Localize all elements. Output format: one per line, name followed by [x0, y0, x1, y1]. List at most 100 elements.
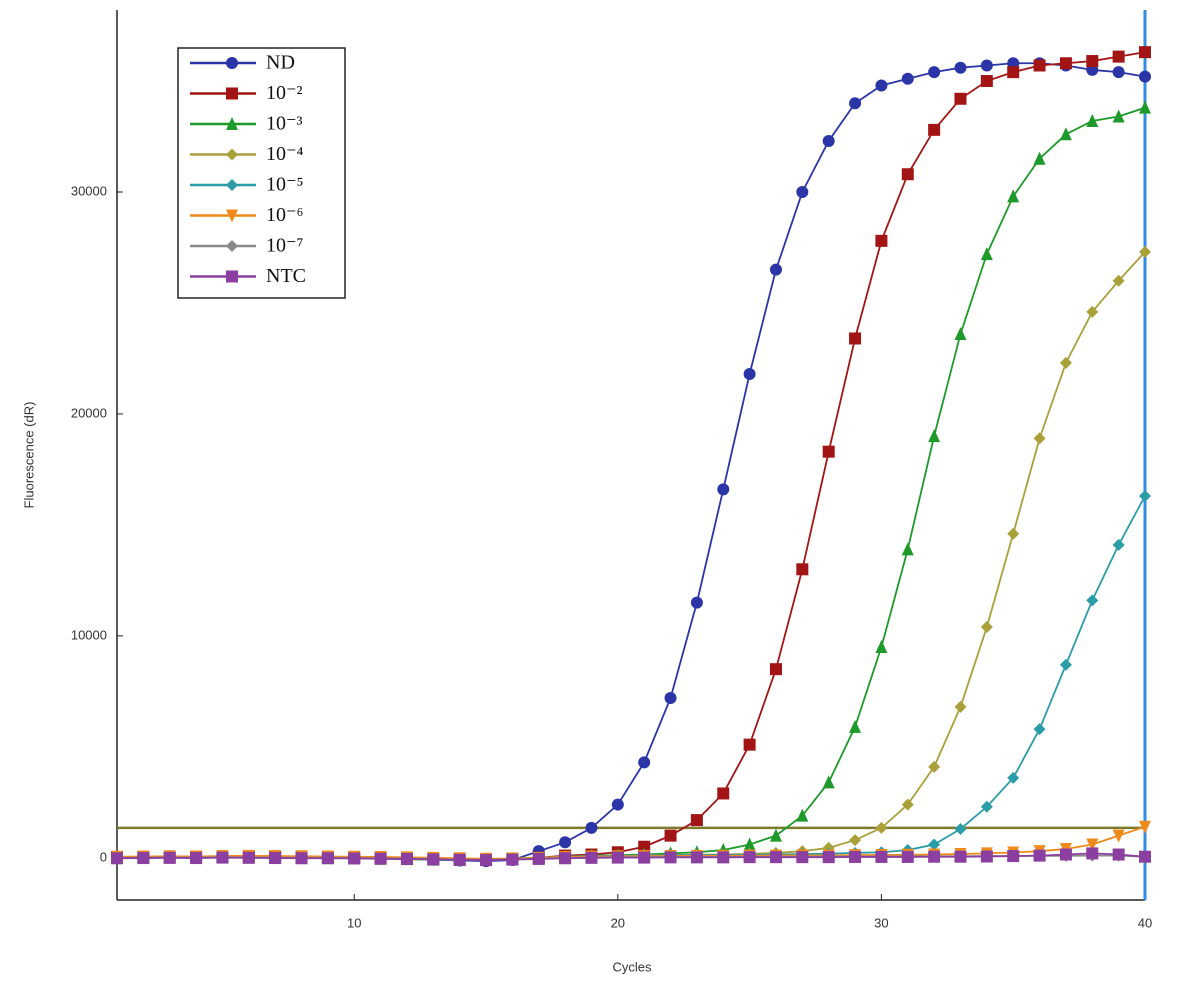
marker: [796, 563, 809, 576]
marker: [928, 850, 941, 863]
marker: [1033, 59, 1046, 72]
marker: [743, 851, 756, 864]
marker: [559, 836, 572, 849]
legend-box: [177, 47, 346, 299]
legend-label: NTC: [266, 265, 306, 287]
marker: [585, 821, 598, 834]
marker: [849, 332, 862, 345]
marker: [163, 851, 176, 864]
marker: [769, 663, 782, 676]
y-tick-label: 20000: [71, 405, 107, 420]
marker: [822, 445, 835, 458]
marker: [928, 429, 941, 443]
legend-marker: [226, 240, 238, 252]
marker: [1007, 66, 1020, 79]
marker: [980, 247, 993, 261]
marker: [901, 542, 914, 556]
marker: [875, 234, 888, 247]
marker: [638, 840, 651, 853]
marker: [1059, 658, 1072, 671]
marker: [1139, 490, 1151, 503]
x-tick-label: 10: [347, 915, 361, 930]
marker: [1086, 305, 1099, 318]
marker: [954, 92, 967, 105]
legend-label: 10⁻²: [266, 82, 303, 104]
marker: [980, 75, 993, 88]
marker: [743, 367, 756, 380]
y-tick-label: 10000: [71, 627, 107, 642]
marker: [717, 483, 730, 496]
marker: [611, 798, 624, 811]
legend-marker: [226, 87, 238, 100]
marker: [1112, 829, 1125, 843]
marker: [875, 850, 888, 863]
y-axis-label: Fluorescence (dR): [21, 402, 36, 509]
marker: [822, 851, 835, 864]
marker: [1112, 66, 1125, 79]
legend-label: 10⁻⁶: [266, 204, 304, 226]
marker: [638, 851, 651, 864]
marker: [1033, 432, 1046, 445]
marker: [1112, 50, 1125, 63]
marker: [822, 775, 835, 789]
marker: [690, 814, 703, 827]
marker: [1059, 356, 1072, 369]
marker: [743, 837, 756, 851]
marker: [559, 852, 572, 865]
marker: [400, 852, 413, 865]
marker: [980, 59, 993, 72]
marker: [796, 851, 809, 864]
marker: [1059, 848, 1072, 861]
marker: [1139, 820, 1151, 834]
legend-label: 10⁻⁷: [266, 235, 304, 257]
marker: [532, 852, 545, 865]
marker: [769, 263, 782, 276]
marker: [1139, 245, 1151, 258]
x-tick-label: 20: [611, 915, 625, 930]
marker: [980, 800, 993, 813]
marker: [1033, 723, 1046, 736]
marker: [242, 851, 255, 864]
marker: [980, 621, 993, 634]
marker: [1112, 538, 1125, 551]
marker: [1139, 46, 1151, 59]
legend-marker: [226, 209, 238, 223]
marker: [453, 853, 466, 866]
marker: [111, 852, 123, 865]
marker: [954, 700, 967, 713]
x-axis-label: Cycles: [612, 959, 652, 974]
marker: [1059, 57, 1072, 70]
marker: [611, 851, 624, 864]
marker: [585, 851, 598, 864]
marker: [954, 61, 967, 74]
marker: [901, 72, 914, 85]
marker: [1139, 850, 1151, 863]
legend-label: 10⁻⁴: [266, 143, 304, 165]
marker: [1112, 109, 1125, 123]
legend-label: 10⁻⁵: [266, 174, 304, 196]
marker: [928, 123, 941, 136]
marker: [690, 596, 703, 609]
marker: [875, 639, 888, 653]
marker: [743, 738, 756, 751]
marker: [875, 79, 888, 92]
marker: [980, 850, 993, 863]
legend-marker: [226, 57, 238, 69]
marker: [374, 852, 387, 865]
marker: [638, 756, 651, 769]
marker: [769, 828, 782, 842]
marker: [849, 719, 862, 733]
marker: [1059, 127, 1072, 141]
marker: [849, 97, 862, 110]
marker: [928, 66, 941, 79]
y-tick-label: 0: [100, 849, 107, 864]
marker: [954, 822, 967, 835]
marker: [664, 692, 677, 705]
marker: [928, 838, 941, 851]
marker: [1033, 151, 1046, 165]
marker: [901, 850, 914, 863]
marker: [1007, 850, 1020, 863]
marker: [1139, 70, 1151, 83]
legend-marker: [226, 117, 238, 130]
